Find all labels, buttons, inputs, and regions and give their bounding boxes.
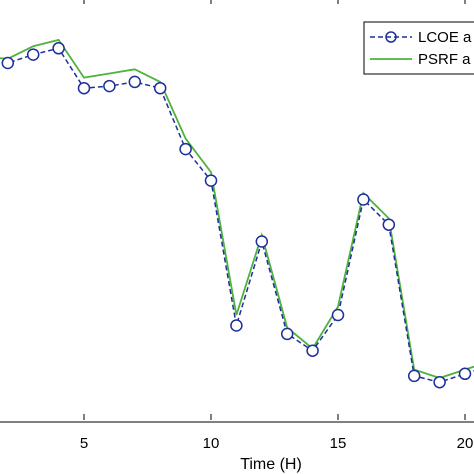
- lcoe-point-15: [331, 308, 345, 322]
- legend-label-lcoe: LCOE a: [418, 29, 472, 46]
- lcoe-point-10: [204, 174, 218, 187]
- lcoe-point-6: [103, 79, 116, 93]
- x-axis: 5 10 15 20: [80, 0, 474, 452]
- legend-label-psrf: PSRF a: [418, 51, 471, 68]
- lcoe-point-17: [382, 218, 396, 231]
- plot-frame: [0, 421, 474, 423]
- lcoe-point-19: [433, 375, 446, 389]
- x-tick-label-10: 10: [203, 435, 220, 452]
- lcoe-point-3: [26, 48, 40, 61]
- x-tick-label-20: 20: [457, 435, 474, 452]
- x-tick-label-15: 15: [330, 435, 347, 452]
- lcoe-point-7: [128, 75, 142, 89]
- lcoe-point-9: [179, 142, 192, 156]
- series-line-psrf: [0, 38, 474, 379]
- lcoe-point-8: [153, 81, 167, 95]
- lcoe-point-11: [230, 319, 243, 332]
- lcoe-point-16: [357, 193, 370, 206]
- legend: LCOE a PSRF a: [363, 21, 474, 75]
- lcoe-point-18: [407, 369, 421, 383]
- lcoe-point-14: [306, 344, 319, 357]
- legend-marker-lcoe: [385, 31, 397, 43]
- lcoe-point-13: [280, 327, 294, 341]
- lcoe-point-20: [458, 367, 472, 381]
- lcoe-point-12: [255, 235, 269, 248]
- plot-area: [0, 421, 474, 423]
- lcoe-point-5: [77, 81, 91, 95]
- x-axis-label: Time (H): [240, 456, 302, 473]
- series-line-lcoe: [0, 47, 474, 383]
- series-layer: [0, 38, 474, 389]
- lcoe-point-4: [52, 42, 65, 55]
- lcoe-point-2: [1, 56, 15, 70]
- legend-box: [363, 21, 474, 75]
- x-tick-label-5: 5: [80, 435, 88, 452]
